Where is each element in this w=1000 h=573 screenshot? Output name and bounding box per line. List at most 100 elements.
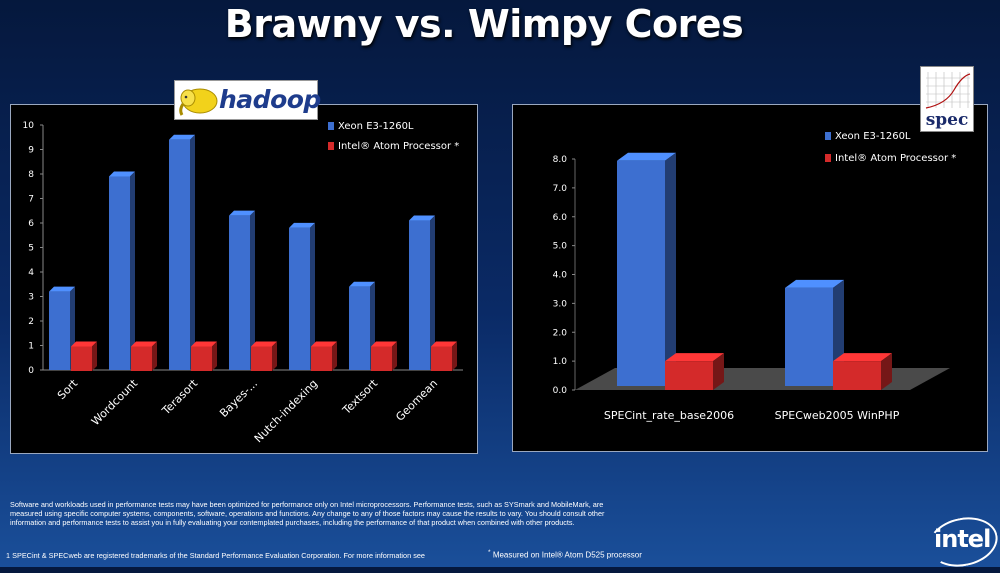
bar-xeon-front [289,227,310,370]
bar-xeon-front [349,286,370,370]
bar-xeon-front [169,139,190,370]
legend-label: Intel® Atom Processor * [835,153,956,164]
bar-xeon-top [349,281,375,287]
y-tick-label: 8.0 [553,155,568,165]
bar-atom [71,341,97,371]
hadoop-benchmark-chart: 0 1 2 3 4 5 6 7 8 9 10 Sort Wordcount Terasort Bayes-.… [23,121,463,445]
bar-xeon [109,171,135,370]
y-tick-label: 10 [23,121,35,131]
legend-swatch [328,142,334,150]
bar-xeon-front [409,220,430,370]
bar-atom-front [833,361,881,390]
bar-atom-side [713,353,724,390]
bar-xeon-front [49,291,70,370]
spec-logo: spec [920,66,974,132]
bar-atom-front [311,346,332,371]
category-label: SPECint_rate_base2006 [604,409,734,422]
legend-label: Xeon E3-1260L [835,131,911,142]
spec-logo-graph-icon [925,72,971,109]
bar-xeon-top [289,222,315,228]
legend-label: Xeon E3-1260L [338,121,414,132]
bar-atom-top [71,341,97,347]
bar-xeon-top [229,210,255,216]
bar-xeon-top [617,152,676,161]
bar-atom-side [452,341,457,371]
y-tick-label: 0.0 [553,386,568,396]
bar-atom-front [131,346,152,371]
legend-swatch [825,154,831,162]
y-tick-label: 7 [28,195,34,205]
bar-xeon-side [250,210,255,370]
bar-xeon-front [109,176,130,370]
bar-atom-top [131,341,157,347]
y-tick-label: 0 [28,366,34,376]
y-tick-label: 3.0 [553,299,568,309]
bar-atom [131,341,157,371]
legend-swatch [825,132,831,140]
bar-xeon-front [229,215,250,370]
y-tick-label: 6.0 [553,213,568,223]
bar-xeon-side [310,222,315,370]
bar-atom-side [152,341,157,371]
category-label: Textsort [339,376,380,417]
trademark-note: 1 SPECint & SPECweb are registered trade… [6,551,425,560]
bar-xeon-side [665,152,676,386]
hadoop-chart-panel: 0 1 2 3 4 5 6 7 8 9 10 Sort Wordcount Terasort Bayes-.… [10,104,478,454]
y-tick-label: 2.0 [553,328,568,338]
spec-chart-panel: 0.0 1.0 2.0 3.0 4.0 5.0 6.0 7.0 8.0 SPECint_rate_… [512,104,988,452]
bar-atom [431,341,457,371]
bar-atom-side [92,341,97,371]
bar-xeon-top [49,286,75,292]
category-label: Wordcount [89,376,141,428]
intel-logo: intel [934,525,991,553]
bar-atom [251,341,277,371]
slide-title: Brawny vs. Wimpy Cores [224,2,744,46]
bar-xeon-top [785,279,844,288]
category-label: Bayes-... [217,377,260,420]
y-tick-label: 3 [28,293,34,303]
hadoop-wordmark: hadoop [219,85,321,114]
bar-xeon [617,152,676,386]
bar-xeon [289,222,315,370]
y-tick-label: 4.0 [553,271,568,281]
category-label: Geomean [393,377,440,424]
bar-xeon-side [130,171,135,370]
bar-xeon-front [785,287,833,386]
y-tick-label: 5.0 [553,242,568,252]
category-label: Terasort [159,376,201,418]
y-tick-label: 1 [28,342,34,352]
category-label: Nutch-indexing [252,377,320,445]
bar-xeon-top [109,171,135,177]
y-tick-label: 7.0 [553,184,568,194]
bar-atom-top [191,341,217,347]
bar-atom [371,341,397,371]
bar-xeon-top [169,134,195,140]
y-tick-label: 9 [28,146,34,156]
bar-xeon-side [430,215,435,370]
bar-atom-front [665,361,713,390]
measurement-note-mark: * [488,549,491,556]
bar-atom-top [251,341,277,347]
bar-atom-side [332,341,337,371]
category-label: SPECweb2005 WinPHP [775,409,900,422]
bar-atom-side [392,341,397,371]
bar-atom-top [833,353,892,362]
y-tick-label: 5 [28,244,34,254]
y-tick-label: 8 [28,170,34,180]
bar-atom [665,353,724,390]
bar-atom-front [431,346,452,371]
y-tick-label: 2 [28,317,34,327]
legend-swatch [328,122,334,130]
bar-atom-side [272,341,277,371]
measurement-note-text: Measured on Intel® Atom D525 processor [490,550,642,560]
bar-atom-top [431,341,457,347]
y-tick-label: 6 [28,219,34,229]
hadoop-elephant-icon [179,88,218,116]
bar-atom [311,341,337,371]
bar-atom [833,353,892,390]
legend-label: Intel® Atom Processor * [338,141,459,152]
measurement-note: * Measured on Intel® Atom D525 processor [488,549,642,560]
bar-atom-top [371,341,397,347]
bar-xeon [169,134,195,370]
bar-atom [191,341,217,371]
